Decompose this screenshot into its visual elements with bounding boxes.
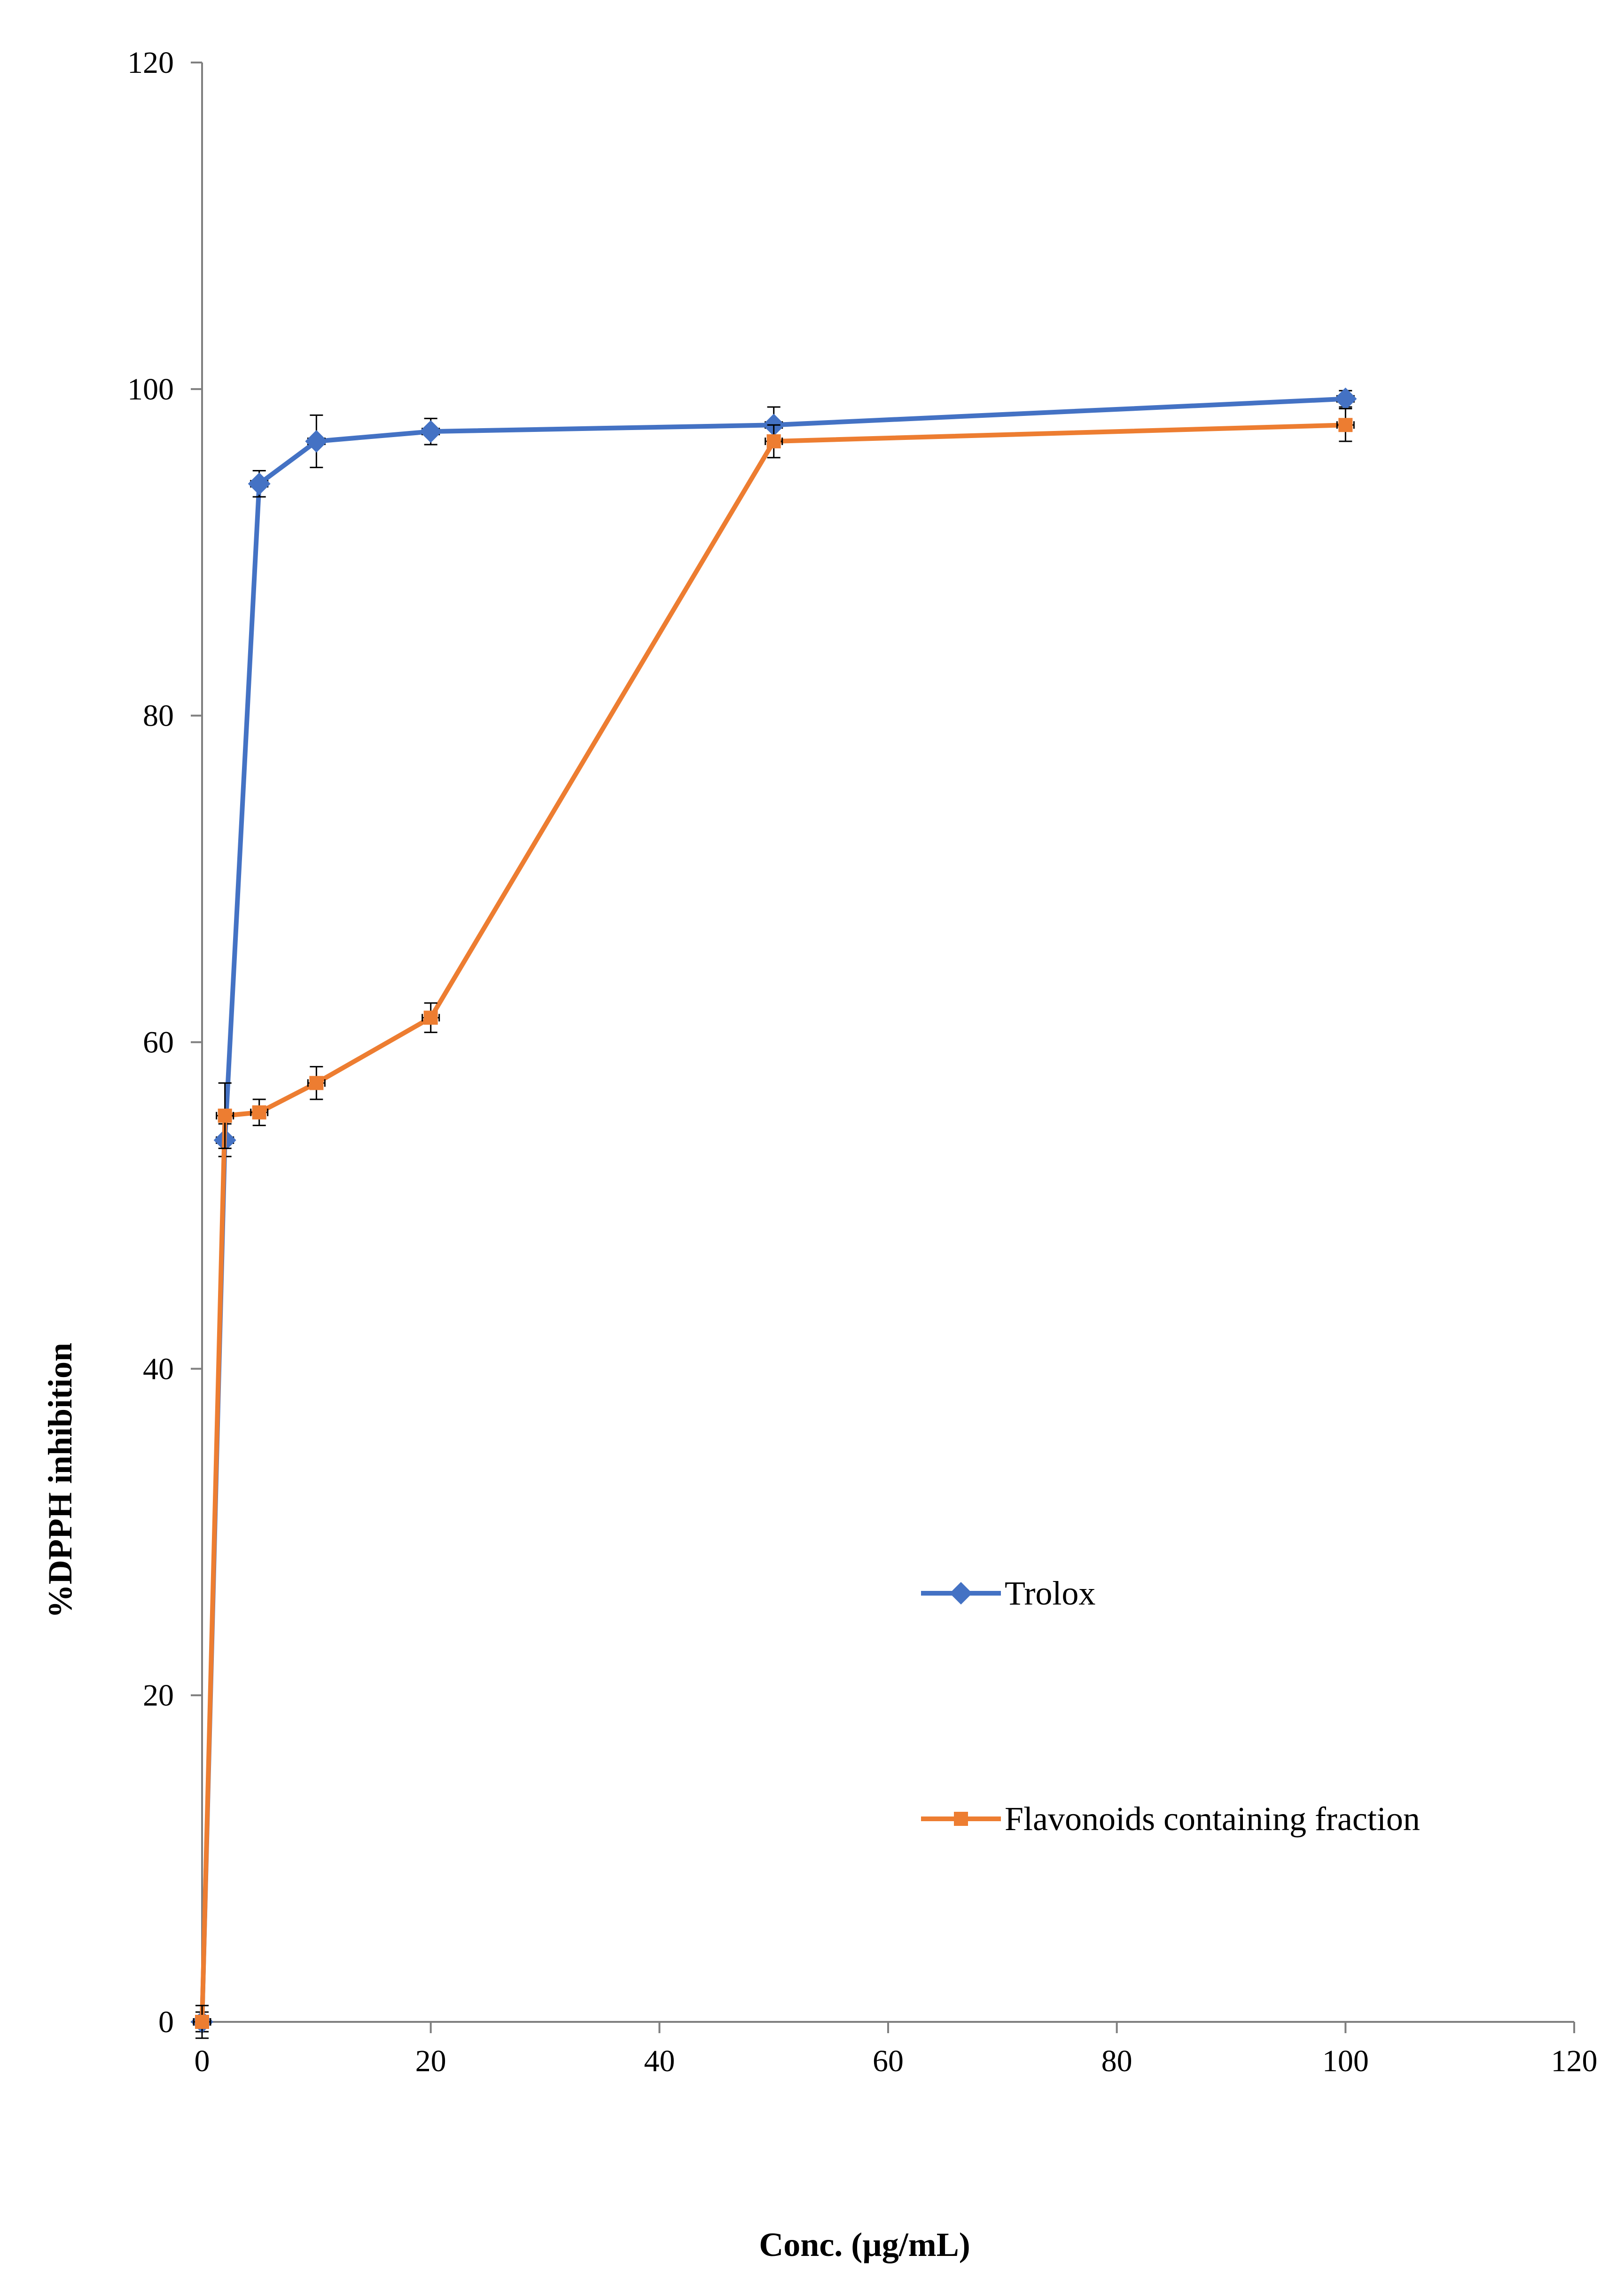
data-point <box>248 472 271 495</box>
x-tick-label: 120 <box>1551 2044 1598 2078</box>
legend-item: Trolox <box>921 1574 1095 1612</box>
legend-label: Trolox <box>1005 1574 1095 1612</box>
legend-marker <box>954 1812 968 1826</box>
data-point <box>423 1010 438 1025</box>
x-tick-label: 40 <box>644 2044 675 2078</box>
series-trolox <box>191 387 1357 2033</box>
y-tick-label: 100 <box>127 372 174 407</box>
y-tick-label: 0 <box>158 2005 174 2039</box>
data-point <box>252 1105 266 1120</box>
legend-marker <box>950 1582 972 1605</box>
x-tick-label: 80 <box>1101 2044 1132 2078</box>
axes <box>201 63 1574 2023</box>
data-point <box>309 1076 324 1090</box>
data-point <box>1338 418 1353 432</box>
data-point <box>195 2015 209 2029</box>
x-tick-label: 100 <box>1322 2044 1369 2078</box>
x-tick-label: 0 <box>195 2044 210 2078</box>
y-axis-title: %DPPH inhibition <box>41 1343 79 1618</box>
legend-label: Flavonoids containing fraction <box>1005 1800 1420 1838</box>
data-point <box>1334 387 1357 410</box>
x-axis-title: Conc. (µg/mL) <box>759 2226 970 2263</box>
series-flavonoids <box>193 408 1355 2039</box>
legend: Trolox Flavonoids containing fraction <box>921 1574 1420 1838</box>
x-tick-label: 20 <box>415 2044 446 2078</box>
y-tick-label: 80 <box>143 699 174 733</box>
y-tick-label: 120 <box>127 46 174 80</box>
series-line <box>200 396 1346 2022</box>
series-line <box>200 423 1346 2022</box>
legend-item: Flavonoids containing fraction <box>921 1800 1420 1838</box>
data-point <box>766 434 781 449</box>
data-point <box>419 420 442 443</box>
series <box>191 387 1357 2039</box>
y-tick-label: 60 <box>143 1026 174 1060</box>
x-tick-label: 60 <box>873 2044 904 2078</box>
data-point <box>305 430 328 453</box>
y-tick-label: 20 <box>143 1678 174 1713</box>
data-point <box>218 1108 232 1123</box>
y-tick-label: 40 <box>143 1352 174 1386</box>
ticks: 0 20 40 60 80 100 120 0 20 40 60 80 100 120 <box>127 46 1598 2078</box>
